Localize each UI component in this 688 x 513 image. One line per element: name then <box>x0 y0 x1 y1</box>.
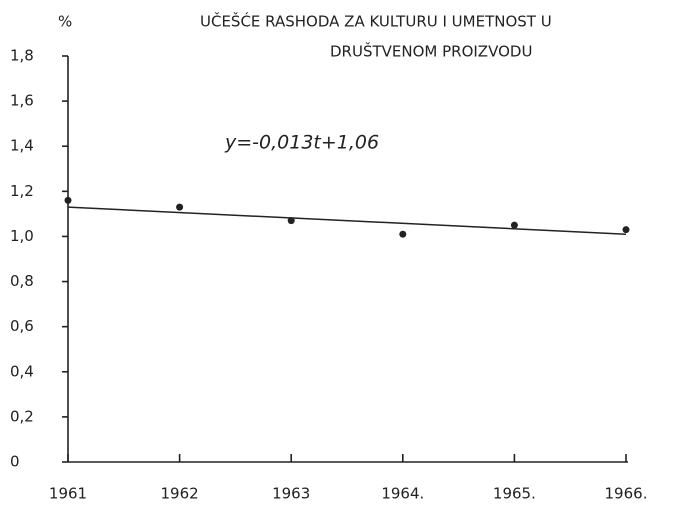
y-tick-label: 1,0 <box>10 227 34 245</box>
y-tick-label: 1,2 <box>10 182 34 200</box>
data-point <box>510 221 518 229</box>
chart-title: DRUŠTVENOM PROIZVODU <box>330 42 532 61</box>
y-tick-label: 0,8 <box>10 272 34 290</box>
x-tick-label: 1963 <box>272 485 310 503</box>
y-axis-label: % <box>58 13 72 31</box>
trend-line <box>67 206 627 235</box>
annotation: y=-0,013t+1,06 <box>224 132 379 154</box>
x-tick-label: 1962 <box>161 485 199 503</box>
y-tick-label: 1,8 <box>10 47 34 65</box>
y-tick-label: 0 <box>10 453 20 471</box>
y-tick-label: 1,4 <box>10 137 34 155</box>
y-tick-label: 0,2 <box>10 407 34 425</box>
chart-title: UČEŠĆE RASHODA ZA KULTURU I UMETNOST U <box>200 12 552 31</box>
y-tick-label: 0,6 <box>10 317 34 335</box>
x-tick-label: 1966. <box>605 485 648 503</box>
x-tick-label: 1961 <box>49 485 87 503</box>
data-point <box>287 217 295 225</box>
data-point <box>64 196 72 204</box>
x-tick-label: 1964. <box>381 485 424 503</box>
data-point <box>399 230 407 238</box>
x-tick-label: 1965. <box>493 485 536 503</box>
y-tick-label: 0,4 <box>10 362 34 380</box>
data-point <box>176 203 184 211</box>
y-tick-label: 1,6 <box>10 92 34 110</box>
data-point <box>622 226 630 234</box>
